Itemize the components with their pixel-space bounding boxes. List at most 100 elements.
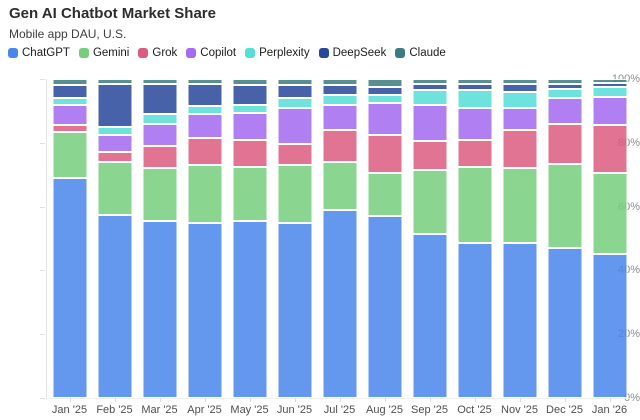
bar-segment-perplexity-nov-25[interactable] (502, 91, 537, 108)
bar-segment-copilot-apr-25[interactable] (187, 114, 222, 139)
bar-segment-chatgpt-jul-25[interactable] (322, 209, 357, 398)
bar-segment-claude-jan-26[interactable] (592, 79, 627, 84)
bar-segment-gemini-jan-26[interactable] (592, 173, 627, 255)
bar-column-jun-25: Jun '25 (272, 79, 317, 416)
bar-segment-perplexity-jan-26[interactable] (592, 87, 627, 97)
bar-segment-claude-nov-25[interactable] (502, 79, 537, 84)
legend-item-grok[interactable]: Grok (138, 47, 177, 59)
bar-segment-perplexity-apr-25[interactable] (187, 106, 222, 115)
bar-segment-perplexity-jun-25[interactable] (277, 98, 312, 108)
bar-segment-claude-jan-25[interactable] (52, 79, 87, 86)
bar-segment-deepseek-jun-25[interactable] (277, 85, 312, 99)
bar-segment-chatgpt-mar-25[interactable] (142, 220, 177, 398)
legend-item-deepseek[interactable]: DeepSeek (318, 47, 386, 59)
bar-segment-claude-mar-25[interactable] (142, 79, 177, 84)
bar-segment-gemini-dec-25[interactable] (547, 163, 582, 249)
bar-segment-copilot-feb-25[interactable] (97, 134, 132, 153)
bar-segment-grok-feb-25[interactable] (97, 152, 132, 162)
bar-segment-grok-sep-25[interactable] (412, 141, 447, 170)
bar-segment-grok-aug-25[interactable] (367, 134, 402, 174)
bar-segment-grok-nov-25[interactable] (502, 130, 537, 169)
bar-segment-deepseek-nov-25[interactable] (502, 83, 537, 92)
bar-segment-copilot-may-25[interactable] (232, 112, 267, 140)
bar-segment-claude-apr-25[interactable] (187, 79, 222, 84)
bar-segment-chatgpt-apr-25[interactable] (187, 222, 222, 398)
bar-segment-claude-oct-25[interactable] (457, 79, 492, 84)
bar-segment-copilot-oct-25[interactable] (457, 107, 492, 140)
legend-item-gemini[interactable]: Gemini (78, 47, 129, 59)
bar-segment-perplexity-mar-25[interactable] (142, 114, 177, 124)
bar-segment-gemini-jan-25[interactable] (52, 131, 87, 178)
legend-item-perplexity[interactable]: Perplexity (245, 47, 310, 59)
bar-segment-claude-sep-25[interactable] (412, 79, 447, 84)
bar-segment-perplexity-dec-25[interactable] (547, 88, 582, 99)
bar-segment-deepseek-dec-25[interactable] (547, 83, 582, 89)
bar-segment-chatgpt-jan-26[interactable] (592, 254, 627, 398)
bar-segment-deepseek-may-25[interactable] (232, 85, 267, 105)
bar-segment-grok-apr-25[interactable] (187, 138, 222, 166)
bar-segment-grok-mar-25[interactable] (142, 146, 177, 169)
bar-segment-chatgpt-may-25[interactable] (232, 220, 267, 398)
bar-segment-deepseek-aug-25[interactable] (367, 87, 402, 95)
bar-segment-perplexity-aug-25[interactable] (367, 94, 402, 103)
bar-segment-chatgpt-aug-25[interactable] (367, 216, 402, 398)
bar-segment-perplexity-jan-25[interactable] (52, 98, 87, 105)
bar-segment-perplexity-sep-25[interactable] (412, 90, 447, 105)
bar-segment-gemini-oct-25[interactable] (457, 166, 492, 244)
bar-segment-claude-jul-25[interactable] (322, 79, 357, 86)
bar-segment-grok-jul-25[interactable] (322, 130, 357, 162)
bar-segment-deepseek-oct-25[interactable] (457, 83, 492, 91)
bar-oct-25 (457, 79, 492, 398)
bar-segment-claude-feb-25[interactable] (97, 79, 132, 84)
bar-segment-perplexity-feb-25[interactable] (97, 126, 132, 135)
bar-segment-gemini-jul-25[interactable] (322, 161, 357, 210)
bar-segment-deepseek-jan-26[interactable] (592, 83, 627, 87)
bar-segment-copilot-sep-25[interactable] (412, 104, 447, 142)
bar-segment-copilot-mar-25[interactable] (142, 123, 177, 147)
bar-segment-gemini-sep-25[interactable] (412, 169, 447, 234)
bar-segment-copilot-aug-25[interactable] (367, 102, 402, 135)
bar-segment-copilot-jan-26[interactable] (592, 96, 627, 126)
bar-segment-claude-jun-25[interactable] (277, 79, 312, 86)
bar-segment-chatgpt-dec-25[interactable] (547, 248, 582, 398)
bar-segment-grok-jan-25[interactable] (52, 125, 87, 132)
bar-segment-deepseek-jan-25[interactable] (52, 85, 87, 99)
bar-segment-grok-jan-26[interactable] (592, 125, 627, 174)
bar-segment-perplexity-jul-25[interactable] (322, 94, 357, 105)
legend-item-copilot[interactable]: Copilot (186, 47, 236, 59)
bar-segment-gemini-jun-25[interactable] (277, 165, 312, 223)
bar-segment-gemini-may-25[interactable] (232, 166, 267, 221)
bar-segment-perplexity-oct-25[interactable] (457, 90, 492, 108)
bar-segment-chatgpt-jun-25[interactable] (277, 222, 312, 398)
bar-segment-claude-may-25[interactable] (232, 79, 267, 86)
bar-segment-deepseek-mar-25[interactable] (142, 83, 177, 115)
bar-segment-deepseek-jul-25[interactable] (322, 85, 357, 95)
bar-segment-grok-may-25[interactable] (232, 139, 267, 167)
bar-segment-gemini-mar-25[interactable] (142, 168, 177, 221)
bar-segment-grok-dec-25[interactable] (547, 123, 582, 164)
bar-segment-gemini-apr-25[interactable] (187, 165, 222, 223)
bar-segment-grok-oct-25[interactable] (457, 139, 492, 167)
bar-segment-claude-dec-25[interactable] (547, 79, 582, 84)
bar-segment-gemini-feb-25[interactable] (97, 161, 132, 215)
legend-item-chatgpt[interactable]: ChatGPT (8, 47, 70, 59)
bar-segment-perplexity-may-25[interactable] (232, 104, 267, 113)
bar-segment-copilot-jul-25[interactable] (322, 104, 357, 131)
bar-segment-chatgpt-sep-25[interactable] (412, 233, 447, 398)
bar-segment-deepseek-apr-25[interactable] (187, 83, 222, 107)
bar-segment-chatgpt-nov-25[interactable] (502, 243, 537, 398)
bar-segment-deepseek-sep-25[interactable] (412, 83, 447, 91)
bar-segment-grok-jun-25[interactable] (277, 144, 312, 166)
bar-segment-copilot-dec-25[interactable] (547, 98, 582, 124)
bar-segment-deepseek-feb-25[interactable] (97, 83, 132, 127)
bar-segment-copilot-jan-25[interactable] (52, 104, 87, 126)
bar-segment-gemini-nov-25[interactable] (502, 168, 537, 244)
bar-segment-chatgpt-jan-25[interactable] (52, 177, 87, 398)
legend-item-claude[interactable]: Claude (395, 47, 446, 59)
bar-segment-chatgpt-feb-25[interactable] (97, 214, 132, 398)
bar-segment-copilot-jun-25[interactable] (277, 107, 312, 145)
bar-segment-claude-aug-25[interactable] (367, 79, 402, 88)
bar-segment-copilot-nov-25[interactable] (502, 107, 537, 131)
bar-segment-gemini-aug-25[interactable] (367, 173, 402, 217)
bar-segment-chatgpt-oct-25[interactable] (457, 243, 492, 398)
